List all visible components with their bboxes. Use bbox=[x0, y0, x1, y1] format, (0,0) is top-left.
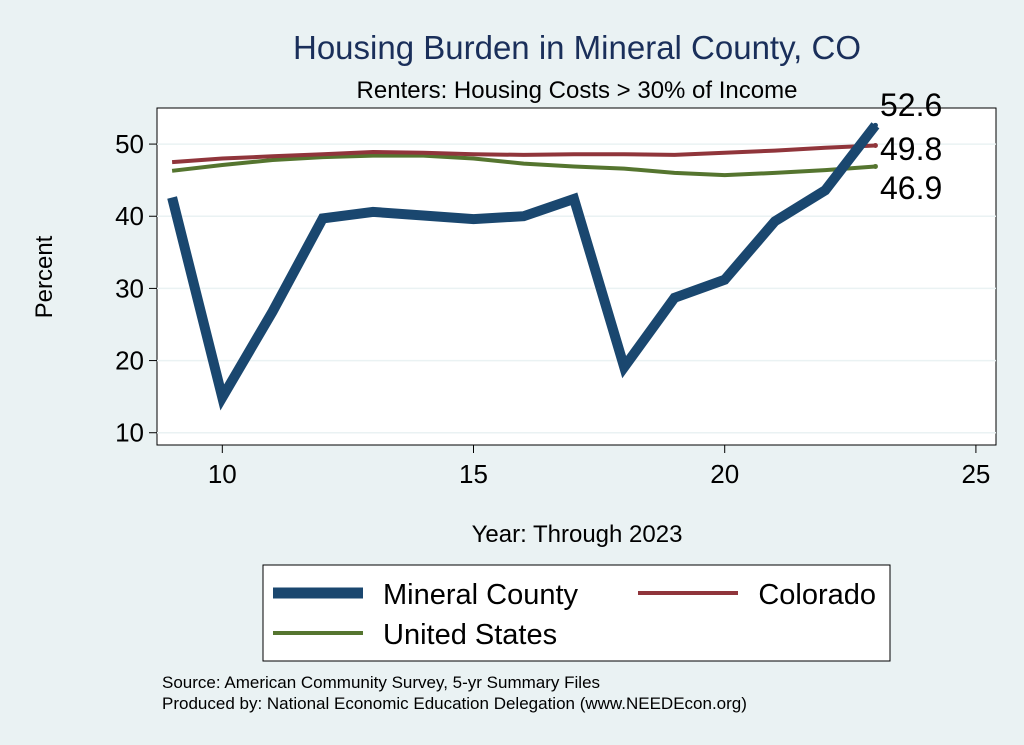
x-tick-label: 15 bbox=[459, 459, 488, 489]
x-axis: 10 15 20 25 bbox=[208, 445, 990, 489]
chart-title: Housing Burden in Mineral County, CO bbox=[293, 29, 861, 66]
y-tick-label: 50 bbox=[115, 129, 144, 159]
series-line-united-states bbox=[171, 153, 876, 178]
x-tick-label: 25 bbox=[961, 459, 990, 489]
x-tick-label: 20 bbox=[710, 459, 739, 489]
end-label-colorado: 49.8 bbox=[880, 131, 942, 167]
end-point-mineral-county bbox=[872, 122, 878, 128]
end-label-mineral-county: 52.6 bbox=[880, 87, 942, 123]
x-tick-label: 10 bbox=[208, 459, 237, 489]
end-label-united-states: 46.9 bbox=[880, 170, 942, 206]
legend-box bbox=[262, 564, 891, 662]
x-axis-title: Year: Through 2023 bbox=[472, 521, 683, 548]
legend-label-united-states: United States bbox=[383, 619, 557, 651]
series-line-colorado bbox=[171, 143, 876, 165]
y-axis-title: Percent bbox=[31, 235, 58, 318]
end-point-united-states bbox=[872, 163, 878, 169]
y-axis: 10 20 30 40 50 bbox=[115, 129, 157, 448]
producer-note: Produced by: National Economic Education… bbox=[162, 694, 747, 713]
source-note: Source: American Community Survey, 5-yr … bbox=[162, 673, 600, 692]
end-labels: 52.6 49.846.9 bbox=[880, 87, 942, 206]
series-lines bbox=[167, 122, 880, 411]
legend: Mineral County Colorado United States bbox=[262, 564, 891, 662]
series-line-mineral-county bbox=[167, 122, 880, 411]
legend-label-colorado: Colorado bbox=[758, 579, 876, 611]
y-tick-label: 30 bbox=[115, 273, 144, 303]
y-tick-label: 40 bbox=[115, 201, 144, 231]
chart-subtitle: Renters: Housing Costs > 30% of Income bbox=[357, 77, 798, 104]
y-tick-label: 10 bbox=[115, 418, 144, 448]
end-point-colorado bbox=[872, 143, 878, 149]
y-tick-label: 20 bbox=[115, 346, 144, 376]
legend-label-mineral-county: Mineral County bbox=[383, 579, 579, 611]
